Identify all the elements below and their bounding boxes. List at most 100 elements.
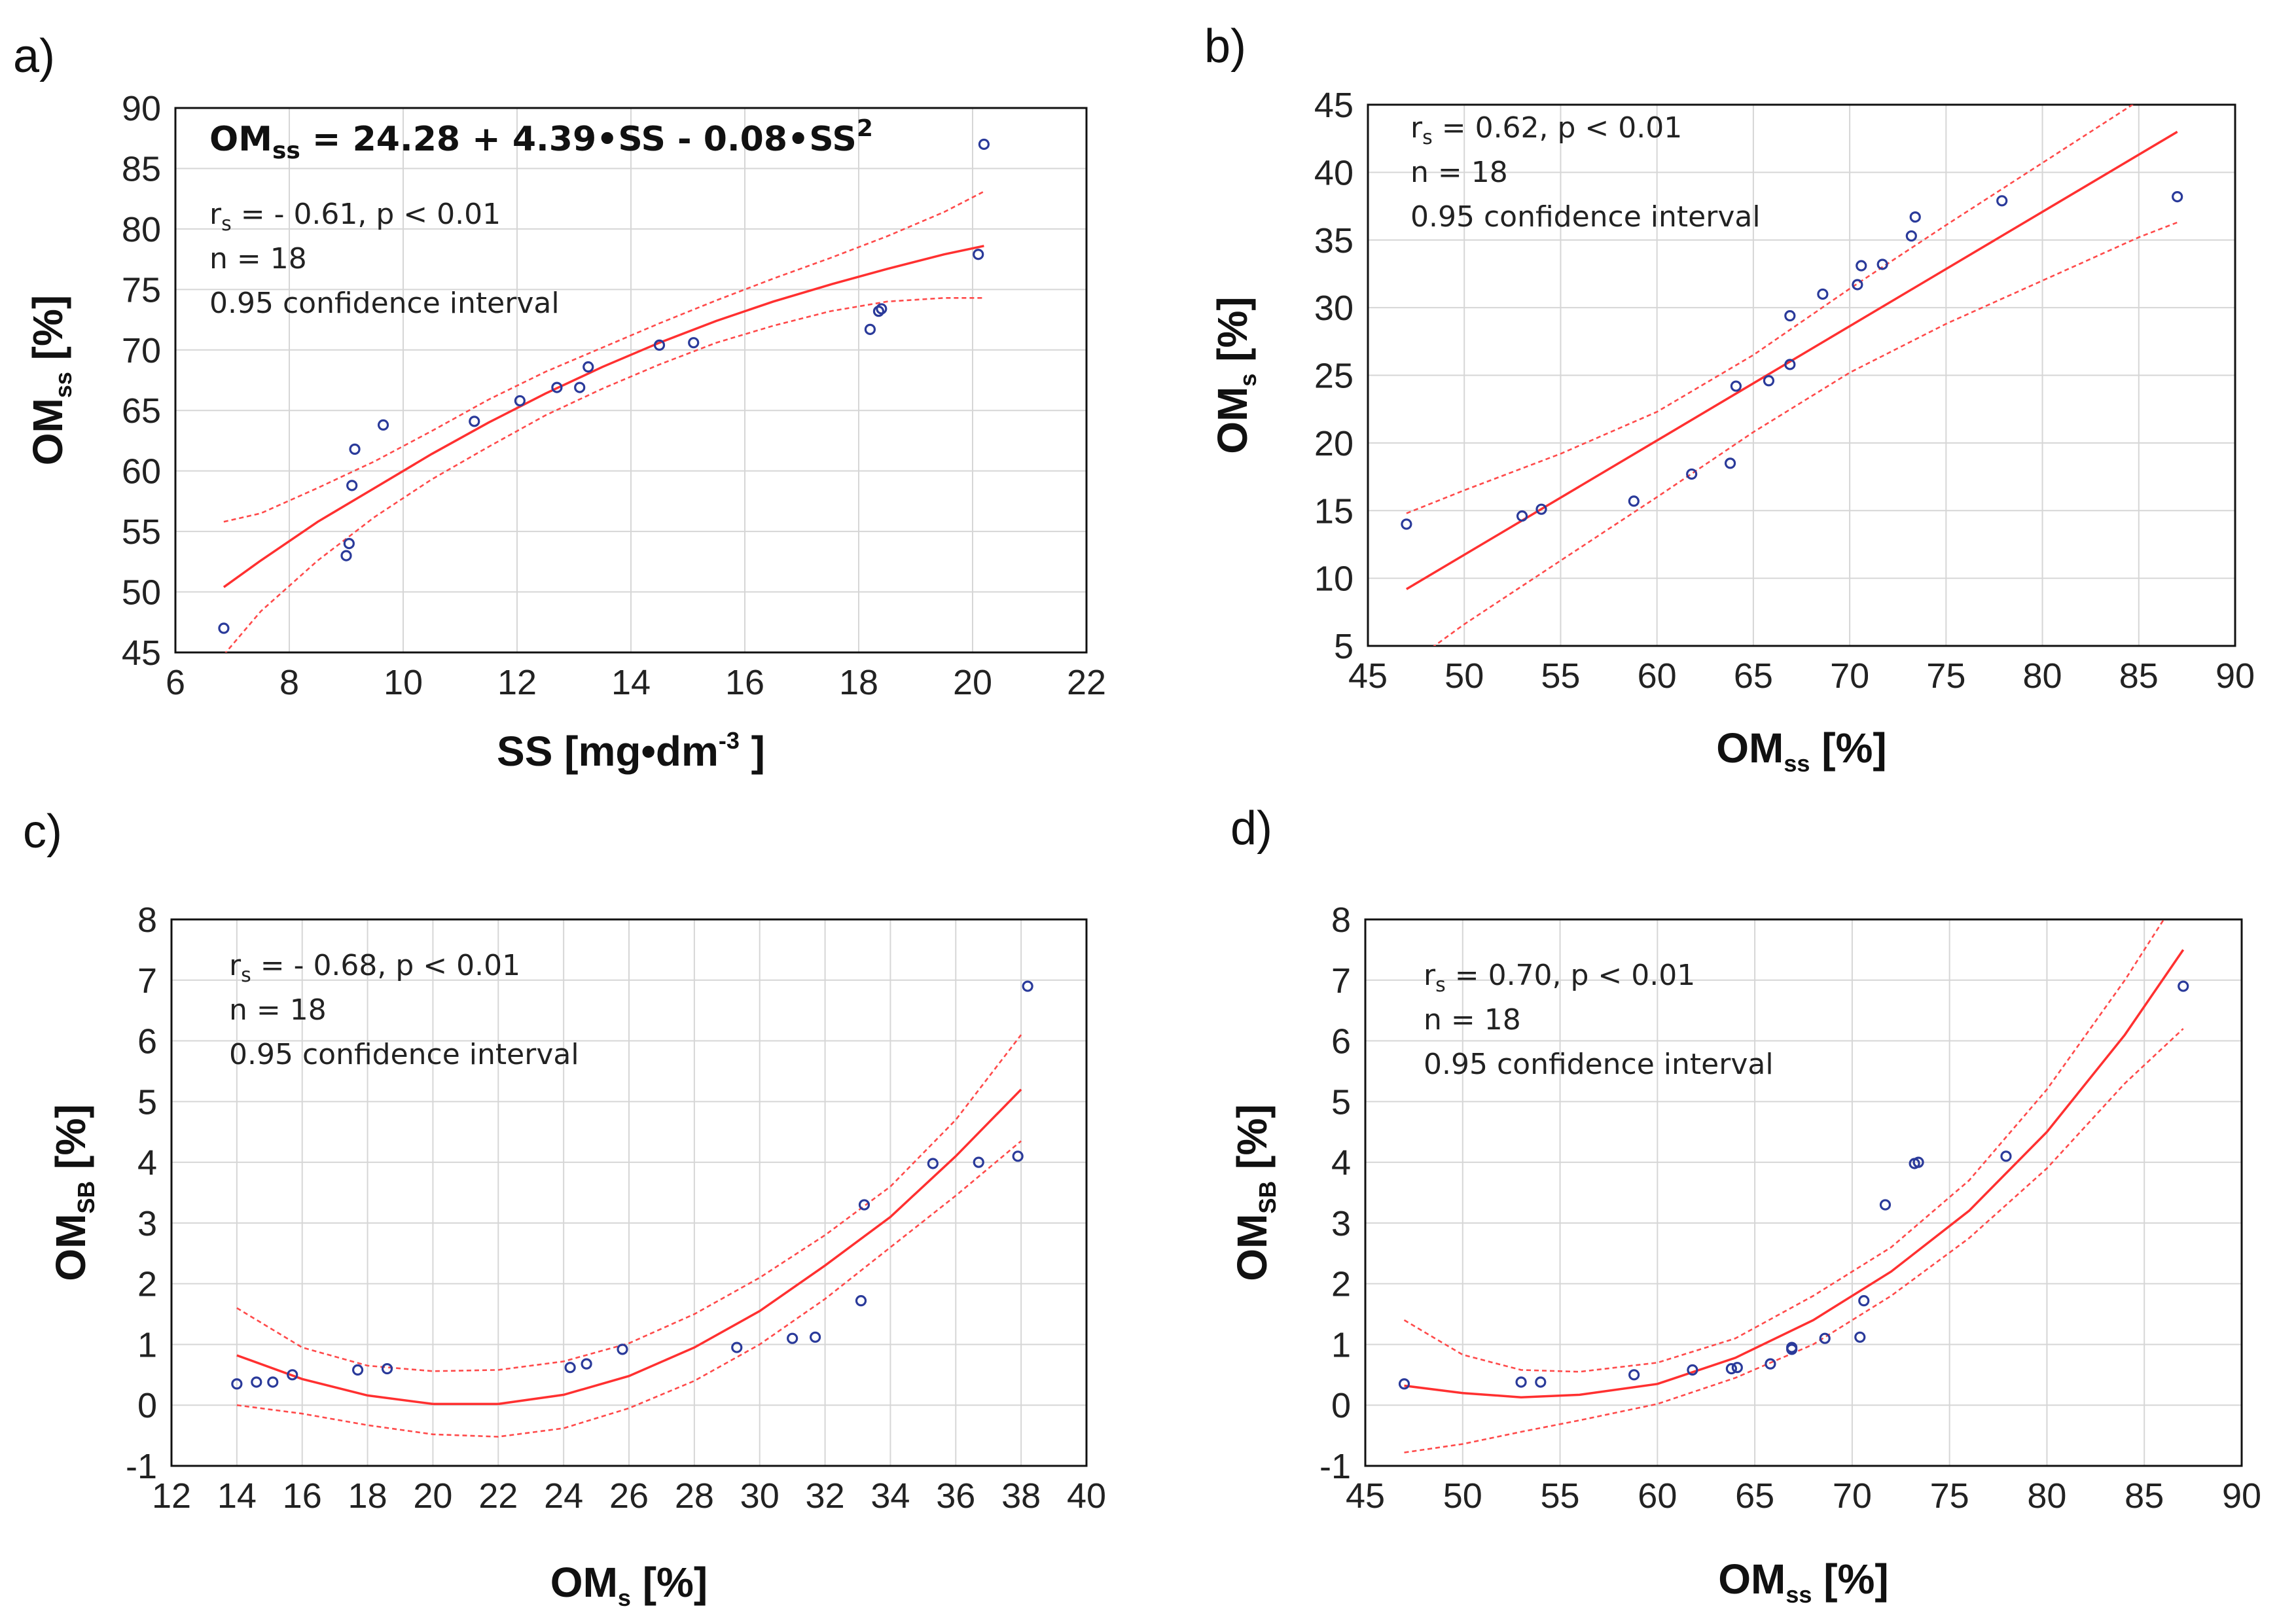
stat-value: = - 0.68, p < 0.01: [251, 949, 520, 982]
y-tick-label: 8: [1331, 900, 1351, 940]
data-point: [1628, 1369, 1640, 1381]
n-text: n = 18: [209, 242, 307, 276]
stat-r-sub: s: [1422, 126, 1433, 149]
data-point: [1876, 258, 1888, 270]
y-axis-label: OMss [%]: [24, 295, 77, 465]
x-axis-label: OMss [%]: [1716, 724, 1886, 777]
y-axis-label-sub: ss: [50, 372, 77, 398]
y-axis-label: OMs [%]: [1209, 296, 1261, 454]
data-point: [1725, 1362, 1738, 1375]
data-point: [1686, 468, 1698, 480]
curves-group: [1406, 105, 2178, 646]
data-point: [809, 1331, 821, 1343]
data-point: [1912, 1156, 1924, 1168]
x-axis-label-tail: [%]: [1812, 1556, 1888, 1603]
x-axis-label: SS [mg•dm-3 ]: [497, 727, 765, 775]
y-tick-label: 70: [122, 331, 161, 370]
x-tick-label: 20: [413, 1476, 452, 1516]
y-axis-label-main: OM: [47, 1214, 94, 1281]
data-point: [973, 1156, 984, 1168]
x-axis-label-sub: ss: [1785, 1581, 1812, 1608]
plot-frame: [174, 107, 1088, 654]
x-axis-label-tail: ]: [740, 728, 765, 775]
y-tick-label: 2: [1331, 1265, 1351, 1304]
data-point: [1765, 1358, 1776, 1370]
data-point: [858, 1199, 870, 1211]
stat-value: = - 0.61, p < 0.01: [232, 198, 501, 231]
data-point: [251, 1376, 262, 1388]
y-tick-label: 2: [137, 1265, 157, 1304]
y-axis-label-sub: SB: [73, 1181, 99, 1214]
data-point: [1731, 1362, 1743, 1374]
y-tick-label: 40: [1314, 153, 1354, 192]
stat-text: rs = - 0.68, p < 0.01: [229, 949, 520, 987]
x-tick-label: 22: [1067, 663, 1106, 702]
ci-text: 0.95 confidence interval: [1424, 1048, 1774, 1081]
ci-upper-line: [236, 1034, 1022, 1372]
data-point: [343, 537, 355, 550]
data-point: [973, 249, 984, 260]
stat-r-sub: s: [241, 964, 251, 987]
y-tick-label: 1: [1331, 1325, 1351, 1364]
x-axis-label: OMs [%]: [550, 1559, 708, 1611]
panel-label: d): [1230, 802, 1272, 855]
ci-text: 0.95 confidence interval: [1410, 200, 1761, 234]
data-point: [346, 480, 358, 491]
x-axis-label-main: OM: [550, 1559, 618, 1606]
n-text: n = 18: [1410, 156, 1508, 189]
x-axis-label-tail: [%]: [1810, 724, 1886, 772]
fit-line: [236, 1088, 1022, 1406]
data-point: [978, 138, 990, 151]
data-point: [617, 1343, 628, 1355]
data-point: [287, 1369, 298, 1381]
panel-label: a): [13, 30, 55, 82]
data-point: [653, 339, 666, 351]
ci-upper-line: [223, 190, 984, 523]
y-axis-label-main: OM: [1229, 1214, 1276, 1281]
y-axis-label: OMSB [%]: [1229, 1104, 1281, 1281]
y-axis-label-tail: [%]: [1209, 296, 1256, 373]
data-point: [1398, 1378, 1410, 1390]
y-tick-label: 20: [1314, 424, 1354, 463]
x-tick-label: 16: [283, 1476, 322, 1516]
y-tick-label: 8: [137, 900, 157, 940]
data-point: [1858, 1295, 1870, 1307]
chart-panel-c: 12 14 16 18 20 22 24 26 28 30 32 34 36 38 40-101234567…: [23, 806, 1106, 1611]
data-point: [876, 303, 888, 315]
equation-rhs: = 24.28 + 4.39•SS - 0.08•SS: [300, 120, 857, 159]
y-tick-label: 3: [137, 1204, 157, 1243]
data-point: [1854, 1331, 1866, 1343]
x-tick-label: 60: [1638, 1476, 1677, 1516]
x-tick-label: 65: [1735, 1476, 1774, 1516]
data-point: [377, 419, 389, 431]
y-tick-label: 7: [1331, 961, 1351, 1001]
data-point: [864, 323, 876, 335]
data-point: [1516, 510, 1528, 522]
y-axis-label-sub: s: [1234, 374, 1261, 387]
ci-upper-line: [1406, 105, 2134, 514]
y-tick-label: 4: [1331, 1143, 1351, 1183]
x-tick-label: 40: [1067, 1476, 1106, 1516]
x-tick-label: 36: [936, 1476, 975, 1516]
y-tick-label: 45: [1314, 86, 1354, 125]
y-axis-label: OMSB [%]: [47, 1104, 99, 1281]
x-tick-label: 75: [1930, 1476, 1969, 1516]
x-tick-label: 90: [2215, 656, 2255, 696]
x-tick-label: 80: [2023, 656, 2062, 696]
data-point: [1730, 380, 1742, 392]
y-tick-label: 0: [137, 1386, 157, 1425]
x-tick-label: 60: [1638, 656, 1677, 696]
y-tick-label: 45: [122, 633, 161, 673]
n-text: n = 18: [1424, 1003, 1521, 1037]
x-axis-label-main: SS [mg•dm: [497, 728, 719, 775]
x-tick-label: 28: [675, 1476, 714, 1516]
y-tick-label: 0: [1331, 1386, 1351, 1425]
x-tick-label: 50: [1443, 1476, 1482, 1516]
data-point: [855, 1295, 867, 1307]
x-axis-label-main: OM: [1716, 724, 1784, 772]
stat-r: r: [209, 198, 222, 231]
y-tick-label: -1: [1319, 1447, 1351, 1486]
y-axis-label-sub: SB: [1254, 1181, 1281, 1214]
ci-lower-line: [224, 296, 984, 652]
